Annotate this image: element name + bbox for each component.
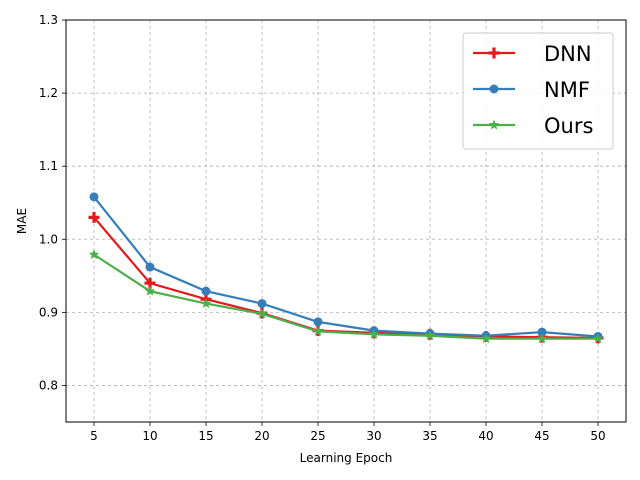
x-tick-label: 50 (590, 429, 605, 443)
legend-label: NMF (544, 78, 590, 102)
legend-marker-dnn (488, 47, 500, 59)
legend-label: DNN (544, 42, 592, 66)
y-tick-label: 1.3 (39, 13, 58, 27)
series-line-ours (93, 253, 598, 340)
legend-item-dnn: DNN (473, 42, 592, 66)
x-tick-label: 30 (366, 429, 381, 443)
series-layer (88, 192, 604, 344)
data-point-ours (536, 333, 548, 344)
data-point-nmf (89, 192, 99, 202)
legend-box (462, 32, 614, 150)
legend-item-ours: Ours (473, 114, 593, 138)
x-tick-label: 15 (198, 429, 213, 443)
data-point-ours (368, 328, 380, 339)
y-tick-label: 0.8 (39, 378, 58, 392)
x-tick-label: 45 (534, 429, 549, 443)
data-point-ours (200, 298, 212, 309)
x-tick-label: 5 (90, 429, 98, 443)
y-tick-label: 1.0 (39, 232, 58, 246)
data-point-dnn (88, 211, 100, 223)
data-point-nmf (257, 299, 267, 309)
y-tick-label: 1.2 (39, 86, 58, 100)
series-nmf (89, 192, 603, 341)
data-point-nmf (313, 317, 323, 327)
data-point-ours (480, 333, 492, 344)
x-tick-label: 25 (310, 429, 325, 443)
data-point-ours (88, 249, 100, 260)
data-point-nmf (201, 286, 211, 296)
data-point-ours (312, 325, 324, 336)
x-tick-label: 10 (142, 429, 157, 443)
series-line-dnn (93, 216, 599, 340)
legend: DNN NMF Ours (462, 32, 614, 150)
y-axis-label: MAE (15, 208, 29, 234)
data-point-nmf (145, 262, 155, 272)
data-point-dnn (144, 277, 156, 289)
y-tick-label: 1.1 (39, 159, 58, 173)
legend-item-nmf: NMF (473, 78, 590, 102)
data-point-ours (592, 333, 604, 344)
data-point-ours (424, 330, 436, 341)
y-axis: 0.8 0.9 1.0 1.1 1.2 1.3 (39, 13, 66, 392)
series-dnn (88, 211, 604, 344)
y-tick-label: 0.9 (39, 305, 58, 319)
x-tick-label: 20 (254, 429, 269, 443)
legend-label: Ours (544, 114, 593, 138)
data-point-nmf (537, 327, 547, 337)
x-tick-label: 35 (422, 429, 437, 443)
plot-frame (65, 19, 627, 423)
x-axis: 5 10 15 20 25 30 35 40 45 50 (90, 422, 606, 443)
legend-marker-ours (488, 119, 500, 130)
data-point-ours (256, 308, 268, 319)
data-point-ours (144, 285, 156, 296)
x-axis-label: Learning Epoch (300, 451, 393, 465)
x-tick-label: 40 (478, 429, 493, 443)
series-line-nmf (93, 196, 599, 338)
legend-marker-nmf (489, 84, 499, 94)
series-ours (88, 249, 604, 344)
